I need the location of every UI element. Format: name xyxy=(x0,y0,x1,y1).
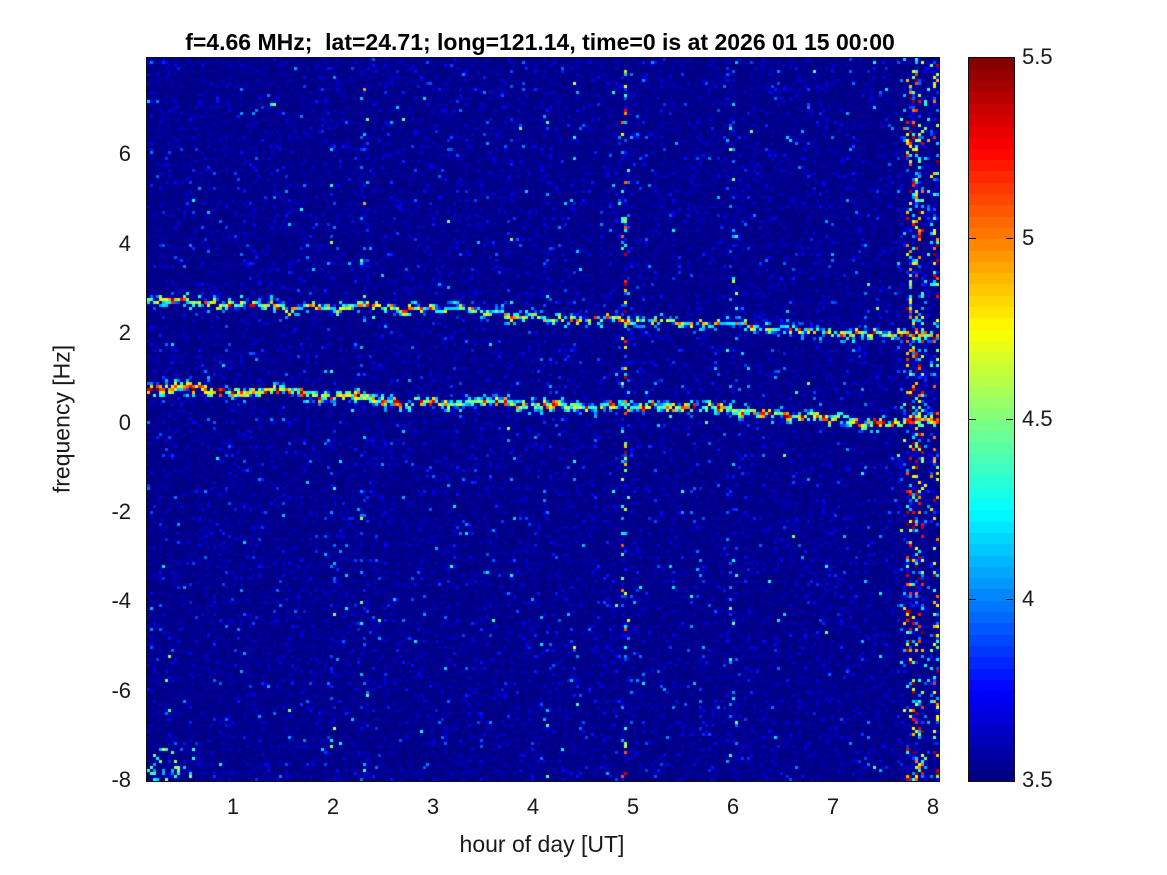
spectrogram-heatmap xyxy=(146,57,940,782)
colorbar-tick-label: 3.5 xyxy=(1022,767,1053,792)
y-tick-label: -2 xyxy=(111,498,131,524)
colorbar-tick-label: 5 xyxy=(1022,224,1035,250)
colorbar-tick-mark xyxy=(969,237,976,239)
y-tick-label: -4 xyxy=(111,588,131,614)
x-tick-label: 2 xyxy=(326,794,340,819)
y-tick-label: -8 xyxy=(111,767,131,792)
colorbar xyxy=(968,57,1015,782)
x-tick-label: 7 xyxy=(826,794,840,819)
colorbar-tick-label: 4.5 xyxy=(1022,405,1053,431)
colorbar-tick-mark xyxy=(969,599,976,601)
x-tick-label: 4 xyxy=(526,794,540,819)
colorbar-tick-mark xyxy=(1006,599,1013,601)
y-axis-label: frequency [Hz] xyxy=(48,344,75,494)
colorbar-tick-label: 4 xyxy=(1022,586,1035,612)
y-tick-label: 0 xyxy=(118,409,131,435)
x-tick-label: 5 xyxy=(626,794,640,819)
x-axis-label: hour of day [UT] xyxy=(459,831,625,857)
colorbar-tick-mark xyxy=(1006,237,1013,239)
x-tick-label: 6 xyxy=(726,794,740,819)
colorbar-tick-mark xyxy=(1006,418,1013,420)
x-tick-label: 3 xyxy=(426,794,440,819)
y-tick-label: 4 xyxy=(118,230,131,256)
y-tick-label: 2 xyxy=(118,320,131,346)
x-tick-label: 8 xyxy=(926,794,940,819)
chart-title: f=4.66 MHz; lat=24.71; long=121.14, time… xyxy=(185,29,895,55)
y-tick-label: -6 xyxy=(111,677,131,703)
x-tick-label: 1 xyxy=(226,794,240,819)
y-tick-label: 6 xyxy=(118,141,131,167)
colorbar-tick-mark xyxy=(969,418,976,420)
colorbar-tick-label: 5.5 xyxy=(1022,44,1053,69)
